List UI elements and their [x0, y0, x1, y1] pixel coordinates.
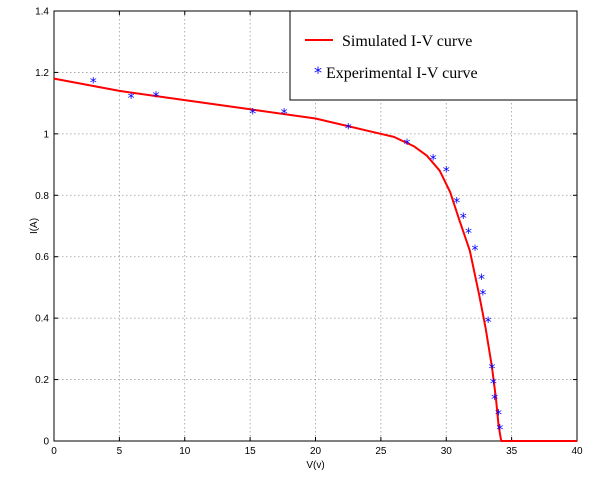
series-layer: ** ** *****************: [53, 76, 577, 442]
y-tick-label: 1: [43, 129, 49, 140]
experimental-point: *: [430, 152, 437, 168]
experimental-point: *: [345, 122, 352, 138]
y-tick-label: 1.4: [35, 7, 49, 18]
x-tick-label: 0: [51, 446, 57, 457]
experimental-point: *: [404, 137, 411, 153]
x-tick-label: 40: [571, 446, 583, 457]
x-tick-label: 35: [506, 446, 518, 457]
x-tick-label: 20: [310, 446, 322, 457]
experimental-point: *: [460, 211, 467, 227]
x-tick-label: 30: [441, 446, 453, 457]
y-tick-label: 0.4: [35, 314, 49, 325]
x-axis-label: V(v): [306, 460, 324, 471]
experimental-point: *: [491, 392, 498, 408]
legend-label-simulated: Simulated I-V curve: [342, 33, 472, 50]
y-tick-label: 0.6: [35, 252, 49, 263]
x-tick-label: 5: [117, 446, 123, 457]
y-tick-label: 0.8: [35, 191, 49, 202]
legend-label-experimental: Experimental I-V curve: [326, 65, 478, 82]
simulated-iv-line: [53, 77, 577, 442]
y-axis-label: I(A): [29, 218, 40, 234]
experimental-point: *: [478, 272, 485, 288]
x-tick-label: 15: [245, 446, 257, 457]
y-tick-label: 0: [43, 437, 49, 448]
experimental-point: *: [490, 377, 497, 393]
legend-box: [289, 10, 578, 101]
legend: Simulated I-V curve * Experimental I-V c…: [289, 10, 578, 101]
experimental-point: *: [485, 315, 492, 331]
legend-marker-swatch: *: [314, 63, 322, 82]
experimental-point: *: [453, 195, 460, 211]
experimental-point: *: [496, 423, 503, 439]
experimental-point: *: [495, 407, 502, 423]
experimental-point: *: [281, 106, 288, 122]
experimental-point: *: [489, 361, 496, 377]
axis-ticks: 0 5 10 15 20 25 30 35 40 0 0.2 0.4 0.6 0.8 1 1.2 1.4: [35, 7, 583, 458]
experimental-point: *: [152, 89, 159, 105]
y-tick-label: 1.2: [35, 68, 49, 79]
experimental-point: *: [479, 288, 486, 304]
experimental-point: *: [90, 76, 97, 92]
experimental-point: *: [249, 106, 256, 122]
x-tick-label: 25: [375, 446, 387, 457]
experimental-point: *: [472, 243, 479, 259]
x-tick-label: 10: [179, 446, 191, 457]
experimental-point: *: [443, 165, 450, 181]
experimental-point: *: [128, 91, 135, 107]
experimental-point: *: [465, 226, 472, 242]
y-tick-label: 0.2: [35, 375, 49, 386]
